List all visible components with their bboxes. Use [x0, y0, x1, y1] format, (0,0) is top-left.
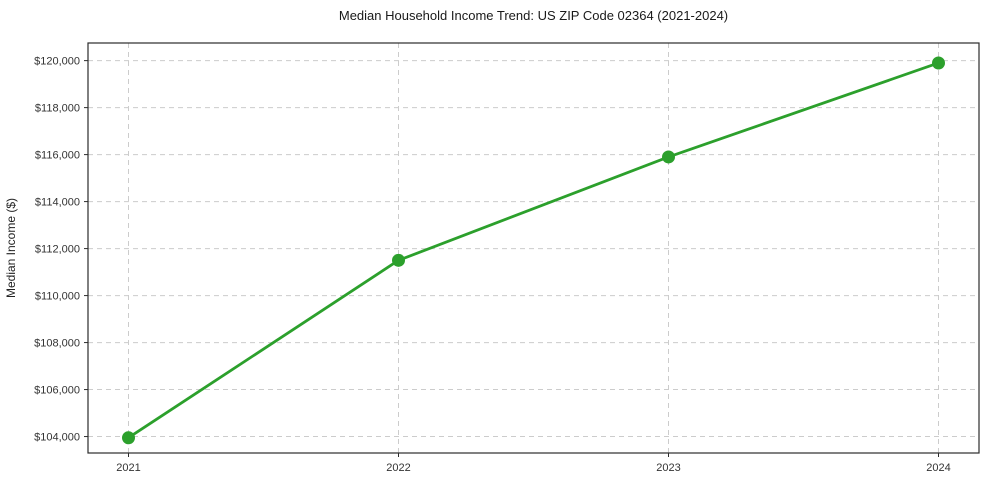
chart-title: Median Household Income Trend: US ZIP Co… [338, 8, 729, 23]
y-tick-label: $112,000 [35, 243, 80, 255]
y-tick-label: $108,000 [34, 337, 80, 349]
y-tick-label: $120,000 [34, 55, 80, 67]
plot-frame [87, 42, 980, 454]
y-tick-label: $110,000 [35, 290, 80, 302]
data-point [122, 431, 135, 445]
y-axis-label: Median Income ($) [4, 198, 18, 298]
data-point [662, 150, 675, 164]
y-tick-label: $114,000 [35, 196, 80, 208]
x-tick-label: 2022 [386, 462, 410, 474]
y-tick-label: $116,000 [35, 149, 80, 161]
y-tick-label: $118,000 [35, 102, 80, 114]
trend-line [127, 61, 940, 440]
y-tick-label: $104,000 [34, 431, 80, 443]
y-tick-label: $106,000 [34, 384, 80, 396]
data-point [392, 253, 405, 267]
x-tick-label: 2021 [116, 462, 140, 474]
x-tick-label: 2024 [926, 462, 950, 474]
x-tick-label: 2023 [656, 462, 680, 474]
data-point [932, 56, 945, 70]
